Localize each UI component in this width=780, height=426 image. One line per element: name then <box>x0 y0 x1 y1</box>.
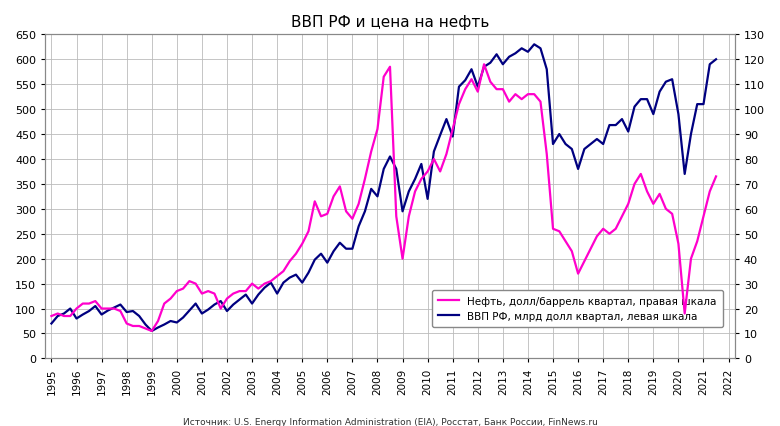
ВВП РФ, млрд долл квартал, левая шкала <box>523 50 533 55</box>
Нефть, долл/баррель квартал, правая шкала <box>561 239 570 244</box>
Нефть, долл/баррель квартал, правая шкала <box>649 202 658 207</box>
ВВП РФ, млрд долл квартал, левая шкала <box>561 142 570 147</box>
Нефть, долл/баррель квартал, правая шкала <box>530 92 539 98</box>
ВВП РФ, млрд долл квартал, левая шкала <box>592 137 601 142</box>
Нефть, долл/баррель квартал, правая шкала <box>254 286 263 291</box>
ВВП РФ, млрд долл квартал, левая шкала <box>680 172 690 177</box>
Text: Источник: U.S. Energy Information Administration (EIA), Росстат, Банк России, Fi: Источник: U.S. Energy Information Admini… <box>183 417 597 426</box>
Title: ВВП РФ и цена на нефть: ВВП РФ и цена на нефть <box>291 15 489 30</box>
ВВП РФ, млрд долл квартал, левая шкала <box>649 112 658 118</box>
ВВП РФ, млрд долл квартал, левая шкала <box>254 292 263 297</box>
Нефть, долл/баррель квартал, правая шкала <box>480 63 489 68</box>
Нефть, долл/баррель квартал, правая шкала <box>147 328 157 334</box>
ВВП РФ, млрд долл квартал, левая шкала <box>147 328 157 334</box>
Legend: Нефть, долл/баррель квартал, правая шкала, ВВП РФ, млрд долл квартал, левая шкал: Нефть, долл/баррель квартал, правая шкал… <box>431 290 723 328</box>
Нефть, долл/баррель квартал, правая шкала <box>680 311 690 317</box>
Line: ВВП РФ, млрд долл квартал, левая шкала: ВВП РФ, млрд долл квартал, левая шкала <box>51 45 716 331</box>
Нефть, долл/баррель квартал, правая шкала <box>711 175 721 180</box>
ВВП РФ, млрд долл квартал, левая шкала <box>530 43 539 48</box>
ВВП РФ, млрд долл квартал, левая шкала <box>711 58 721 63</box>
Нефть, долл/баррель квартал, правая шкала <box>592 234 601 239</box>
Нефть, долл/баррель квартал, правая шкала <box>47 314 56 319</box>
ВВП РФ, млрд долл квартал, левая шкала <box>47 321 56 326</box>
Line: Нефть, долл/баррель квартал, правая шкала: Нефть, долл/баррель квартал, правая шкал… <box>51 65 716 331</box>
